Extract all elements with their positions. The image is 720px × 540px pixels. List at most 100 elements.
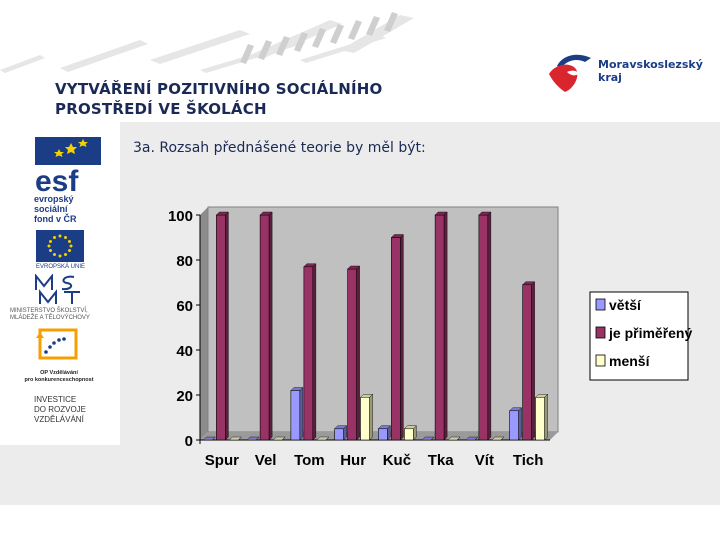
bar-top (535, 394, 549, 398)
op-caption: OP Vzdělávání pro konkurenceschopnost (18, 370, 100, 384)
region-name: Moravskoslezský kraj (598, 58, 703, 84)
bar-side (369, 393, 373, 441)
x-tick-label: Vít (475, 452, 494, 469)
bar-top (421, 436, 435, 441)
eu-caption: EVROPSKÁ UNIE (36, 264, 86, 270)
bar-top (228, 436, 242, 441)
op-caption-line1: OP Vzdělávání (40, 370, 78, 376)
bar-top (272, 436, 286, 441)
bar-top (316, 436, 330, 441)
x-tick-label: Hur (340, 452, 366, 469)
esf-caption-line1: evropský (34, 194, 74, 204)
bar-side (518, 407, 522, 441)
region-logo (549, 54, 591, 92)
y-tick-label: 100 (168, 208, 193, 225)
legend-label: menší (609, 353, 651, 369)
legend-label: větší (609, 297, 642, 313)
y-tick-label: 60 (176, 298, 193, 315)
sidebar-logos (0, 122, 120, 445)
page-title-line1: VYTVÁŘENÍ POZITIVNÍHO SOCIÁLNÍHO (55, 80, 383, 98)
bar-top (522, 281, 536, 285)
esf-caption-line2: sociální (34, 204, 68, 214)
legend-swatch (595, 326, 606, 339)
bar-top (290, 387, 304, 391)
y-tick-label: 80 (176, 253, 193, 270)
bar-top (259, 211, 273, 216)
esf-caption-line3: fond v ČR (34, 214, 77, 224)
bar (535, 396, 545, 441)
legend-label: je přiměřený (608, 325, 692, 341)
bar-top (447, 436, 461, 441)
bar-side (487, 211, 492, 441)
bar (378, 428, 388, 441)
investice-caption-line1: INVESTICE (34, 395, 77, 404)
chart-subtitle: 3a. Rozsah přednášené teorie by měl být: (133, 140, 426, 156)
bar (434, 214, 445, 441)
bar (391, 237, 401, 441)
bar-side (544, 393, 548, 441)
y-tick-label: 20 (176, 388, 193, 405)
bar (478, 214, 489, 441)
esf-caption: evropský sociální fond v ČR (34, 194, 77, 224)
x-tick-label: Vel (255, 452, 277, 469)
legend-swatch (595, 298, 606, 311)
bar (509, 410, 519, 441)
bar-top (215, 211, 229, 216)
x-tick-label: Tich (513, 452, 544, 469)
investice-caption-line2: DO ROZVOJE (34, 405, 87, 414)
bar-side (400, 234, 404, 441)
bar (216, 214, 226, 441)
page-title-line2: PROSTŘEDÍ VE ŠKOLÁCH (55, 100, 267, 118)
bar-top (390, 234, 404, 238)
legend-swatch (595, 354, 606, 367)
bar-top (202, 436, 216, 441)
bar (360, 396, 370, 441)
bar-top (360, 394, 374, 398)
bar-side (225, 211, 229, 441)
bar (334, 428, 344, 441)
x-tick-label: Kuč (383, 452, 411, 469)
bar-side (443, 211, 448, 441)
region-name-line1: Moravskoslezský (598, 58, 703, 71)
legend (589, 291, 689, 381)
bar-side (312, 263, 317, 441)
investice-caption-line3: VZDĚLÁVÁNÍ (34, 415, 84, 424)
msmt-caption: MINISTERSTVO ŠKOLSTVÍ, MLÁDEŽE A TĚLOVÝC… (10, 308, 90, 322)
bar-side (268, 211, 273, 441)
left-wall (200, 207, 208, 440)
y-tick-label: 40 (176, 343, 193, 360)
x-tick-label: Tka (428, 452, 455, 469)
bar-side (356, 265, 360, 441)
investice-caption: INVESTICE DO ROZVOJE VZDĚLÁVÁNÍ (34, 395, 86, 425)
bar (290, 390, 301, 441)
header-stripes (0, 12, 414, 73)
bar-chart: 0 20 40 60 80 100 Spur Vel Tom Hur Kuč Tka Vít Tich vě… (168, 206, 692, 469)
bar-top (246, 436, 260, 441)
bar-top (377, 425, 391, 429)
bar-top (478, 211, 492, 216)
bar (303, 266, 314, 441)
bar-top (434, 211, 448, 216)
eu-flag-icon (36, 230, 84, 262)
bar-top (303, 263, 317, 267)
bar-top (509, 407, 523, 411)
bar (522, 284, 532, 441)
bar-top (334, 425, 348, 429)
page-title: VYTVÁŘENÍ POZITIVNÍHO SOCIÁLNÍHO PROSTŘE… (55, 79, 383, 119)
bar-side (299, 387, 304, 441)
region-name-line2: kraj (598, 71, 622, 84)
svg-text:esf: esf (35, 165, 79, 195)
bar-top (403, 425, 417, 429)
bar-top (491, 436, 505, 441)
op-caption-line2: pro konkurenceschopnost (24, 377, 94, 383)
y-tick-label: 0 (185, 433, 193, 450)
msmt-caption-line2: MLÁDEŽE A TĚLOVÝCHOVY (10, 315, 90, 321)
bar (347, 268, 357, 441)
msmt-caption-line1: MINISTERSTVO ŠKOLSTVÍ, (10, 308, 88, 314)
bar-side (531, 281, 535, 441)
x-tick-label: Spur (205, 452, 239, 469)
bar (404, 428, 414, 441)
bar-top (465, 436, 479, 441)
op-vk-logo (36, 328, 78, 360)
esf-logo: esf (35, 137, 101, 195)
